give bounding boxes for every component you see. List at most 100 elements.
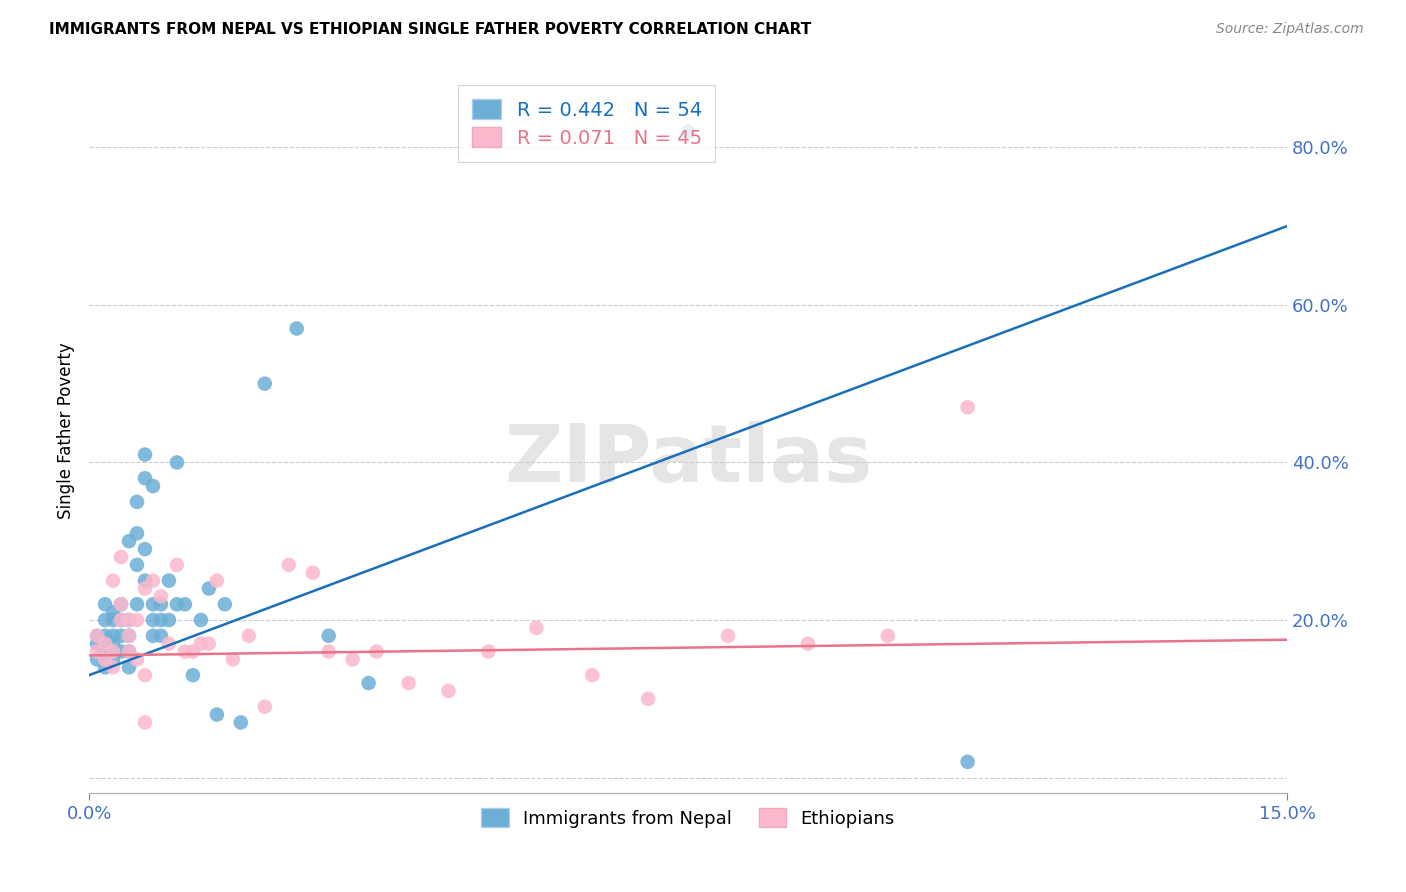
Y-axis label: Single Father Poverty: Single Father Poverty xyxy=(58,343,75,519)
Point xyxy=(876,629,898,643)
Point xyxy=(301,566,323,580)
Point xyxy=(142,629,165,643)
Point xyxy=(110,613,132,627)
Point xyxy=(174,644,197,658)
Point xyxy=(118,613,141,627)
Point xyxy=(676,124,699,138)
Point xyxy=(437,684,460,698)
Point xyxy=(94,652,117,666)
Point xyxy=(118,629,141,643)
Point xyxy=(110,597,132,611)
Point xyxy=(134,715,156,730)
Point xyxy=(285,321,308,335)
Point xyxy=(253,376,276,391)
Point xyxy=(101,644,124,658)
Point xyxy=(198,637,221,651)
Point xyxy=(198,582,221,596)
Point xyxy=(190,613,212,627)
Point xyxy=(134,668,156,682)
Point xyxy=(86,652,108,666)
Point xyxy=(101,660,124,674)
Point xyxy=(149,590,172,604)
Point xyxy=(581,668,603,682)
Legend: Immigrants from Nepal, Ethiopians: Immigrants from Nepal, Ethiopians xyxy=(474,801,901,835)
Point xyxy=(637,691,659,706)
Point xyxy=(134,574,156,588)
Point xyxy=(101,613,124,627)
Point xyxy=(797,637,820,651)
Point xyxy=(142,597,165,611)
Point xyxy=(125,597,148,611)
Point xyxy=(118,644,141,658)
Point xyxy=(190,637,212,651)
Point xyxy=(110,597,132,611)
Point xyxy=(134,542,156,557)
Point xyxy=(134,582,156,596)
Point xyxy=(181,668,204,682)
Point xyxy=(142,574,165,588)
Point xyxy=(357,676,380,690)
Point xyxy=(101,629,124,643)
Point xyxy=(125,613,148,627)
Point xyxy=(101,652,124,666)
Point xyxy=(149,613,172,627)
Point xyxy=(118,534,141,549)
Point xyxy=(342,652,364,666)
Point xyxy=(477,644,499,658)
Point xyxy=(118,629,141,643)
Point xyxy=(101,637,124,651)
Point xyxy=(86,629,108,643)
Point xyxy=(110,644,132,658)
Point xyxy=(253,699,276,714)
Point xyxy=(118,644,141,658)
Point xyxy=(118,613,141,627)
Point xyxy=(956,755,979,769)
Point xyxy=(238,629,260,643)
Point xyxy=(118,660,141,674)
Point xyxy=(214,597,236,611)
Point xyxy=(94,597,117,611)
Point xyxy=(166,597,188,611)
Point xyxy=(157,637,180,651)
Point xyxy=(94,660,117,674)
Point xyxy=(94,644,117,658)
Point xyxy=(318,629,340,643)
Point xyxy=(398,676,420,690)
Point xyxy=(229,715,252,730)
Point xyxy=(205,707,228,722)
Point xyxy=(166,455,188,469)
Point xyxy=(205,574,228,588)
Point xyxy=(101,574,124,588)
Point xyxy=(110,549,132,564)
Point xyxy=(157,574,180,588)
Text: ZIPatlas: ZIPatlas xyxy=(503,421,872,499)
Point xyxy=(134,448,156,462)
Point xyxy=(149,629,172,643)
Point xyxy=(174,597,197,611)
Point xyxy=(94,637,117,651)
Point xyxy=(149,597,172,611)
Point xyxy=(181,644,204,658)
Point xyxy=(717,629,740,643)
Point xyxy=(86,629,108,643)
Point xyxy=(125,558,148,572)
Text: IMMIGRANTS FROM NEPAL VS ETHIOPIAN SINGLE FATHER POVERTY CORRELATION CHART: IMMIGRANTS FROM NEPAL VS ETHIOPIAN SINGL… xyxy=(49,22,811,37)
Point xyxy=(277,558,299,572)
Point xyxy=(956,401,979,415)
Point xyxy=(110,613,132,627)
Point xyxy=(86,644,108,658)
Point xyxy=(366,644,388,658)
Point xyxy=(125,526,148,541)
Text: Source: ZipAtlas.com: Source: ZipAtlas.com xyxy=(1216,22,1364,37)
Point xyxy=(125,652,148,666)
Point xyxy=(524,621,547,635)
Point xyxy=(142,613,165,627)
Point xyxy=(125,495,148,509)
Point xyxy=(157,613,180,627)
Point xyxy=(86,637,108,651)
Point xyxy=(94,613,117,627)
Point xyxy=(142,479,165,493)
Point xyxy=(166,558,188,572)
Point xyxy=(134,471,156,485)
Point xyxy=(101,605,124,619)
